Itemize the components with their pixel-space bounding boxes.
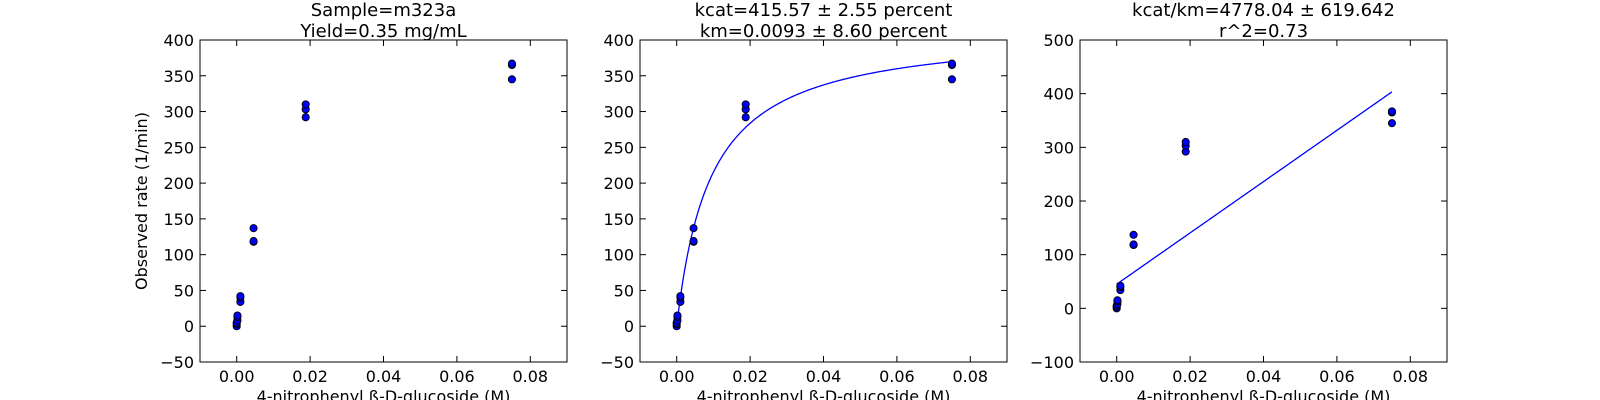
data-point xyxy=(673,311,682,320)
y-tick-label: 100 xyxy=(1043,246,1074,265)
y-tick-label: −100 xyxy=(1030,353,1074,372)
data-point xyxy=(1387,119,1396,128)
y-tick-label: 400 xyxy=(603,31,634,50)
data-point xyxy=(1129,240,1138,249)
x-tick-label: 0.04 xyxy=(1246,367,1282,386)
x-tick-label: 0.00 xyxy=(659,367,695,386)
chart-title-line: kcat=415.57 ± 2.55 percent xyxy=(695,0,953,21)
data-point xyxy=(249,224,258,233)
fit-line xyxy=(1116,91,1393,285)
x-tick-label: 0.00 xyxy=(1099,367,1135,386)
y-tick-label: 50 xyxy=(614,281,634,300)
y-tick-label: 0 xyxy=(184,317,194,336)
data-point xyxy=(1387,107,1396,116)
data-point xyxy=(947,75,957,84)
data-point xyxy=(1113,296,1122,305)
x-tick-label: 0.08 xyxy=(1392,367,1428,386)
y-tick-label: 400 xyxy=(1043,85,1074,104)
x-tick-label: 0.04 xyxy=(806,367,842,386)
y-tick-label: 300 xyxy=(163,103,194,122)
data-point xyxy=(233,311,242,320)
y-tick-label: 350 xyxy=(603,67,634,86)
x-tick-label: 0.06 xyxy=(439,367,475,386)
x-axis-label: 4-nitrophenyl ß-D-glucoside (M) xyxy=(257,387,511,400)
y-tick-label: 150 xyxy=(163,210,194,229)
data-point xyxy=(236,292,245,301)
x-tick-label: 0.06 xyxy=(1319,367,1355,386)
data-point xyxy=(301,113,310,122)
data-point xyxy=(1181,137,1190,147)
y-tick-label: 300 xyxy=(1043,138,1074,157)
y-tick-label: 300 xyxy=(603,103,634,122)
y-tick-label: 0 xyxy=(624,317,634,336)
x-tick-label: 0.02 xyxy=(292,367,328,386)
data-point xyxy=(301,100,310,109)
data-point xyxy=(741,113,750,122)
x-tick-label: 0.04 xyxy=(366,367,402,386)
x-tick-label: 0.08 xyxy=(512,367,548,386)
chart-title-line: r^2=0.73 xyxy=(1219,21,1308,42)
chart-title-line: Sample=m323a xyxy=(311,0,457,21)
fit-line xyxy=(676,61,953,327)
y-tick-label: 250 xyxy=(603,138,634,157)
y-tick-label: 200 xyxy=(163,174,194,193)
y-tick-label: −50 xyxy=(600,353,634,372)
data-point xyxy=(507,75,517,84)
x-axis-label: 4-nitrophenyl ß-D-glucoside (M) xyxy=(697,387,951,400)
y-tick-label: 250 xyxy=(163,138,194,157)
y-tick-label: 150 xyxy=(603,210,634,229)
y-tick-label: 0 xyxy=(1064,299,1074,318)
x-tick-label: 0.00 xyxy=(219,367,255,386)
data-point xyxy=(947,59,957,68)
data-point xyxy=(249,237,258,246)
chart-title-line: Yield=0.35 mg/mL xyxy=(299,21,466,42)
y-tick-label: 50 xyxy=(174,281,194,300)
y-tick-label: 100 xyxy=(603,246,634,265)
x-tick-label: 0.02 xyxy=(732,367,768,386)
y-tick-label: −50 xyxy=(160,353,194,372)
y-tick-label: 200 xyxy=(1043,192,1074,211)
y-tick-label: 500 xyxy=(1043,31,1074,50)
data-point xyxy=(1116,281,1125,290)
y-tick-label: 350 xyxy=(163,67,194,86)
data-point xyxy=(1129,230,1138,239)
data-point xyxy=(741,100,750,109)
chart-title-line: kcat/km=4778.04 ± 619.642 xyxy=(1132,0,1395,21)
data-point xyxy=(689,224,698,233)
x-tick-label: 0.08 xyxy=(952,367,988,386)
y-tick-label: 100 xyxy=(163,246,194,265)
y-tick-label: 200 xyxy=(603,174,634,193)
chart-title-line: km=0.0093 ± 8.60 percent xyxy=(700,21,947,42)
y-axis-label: Observed rate (1/min) xyxy=(132,112,151,290)
data-point xyxy=(676,292,685,301)
x-tick-label: 0.06 xyxy=(879,367,915,386)
x-tick-label: 0.02 xyxy=(1172,367,1208,386)
data-point xyxy=(689,237,698,246)
y-tick-label: 400 xyxy=(163,31,194,50)
data-point xyxy=(507,59,517,68)
x-axis-label: 4-nitrophenyl ß-D-glucoside (M) xyxy=(1137,387,1391,400)
